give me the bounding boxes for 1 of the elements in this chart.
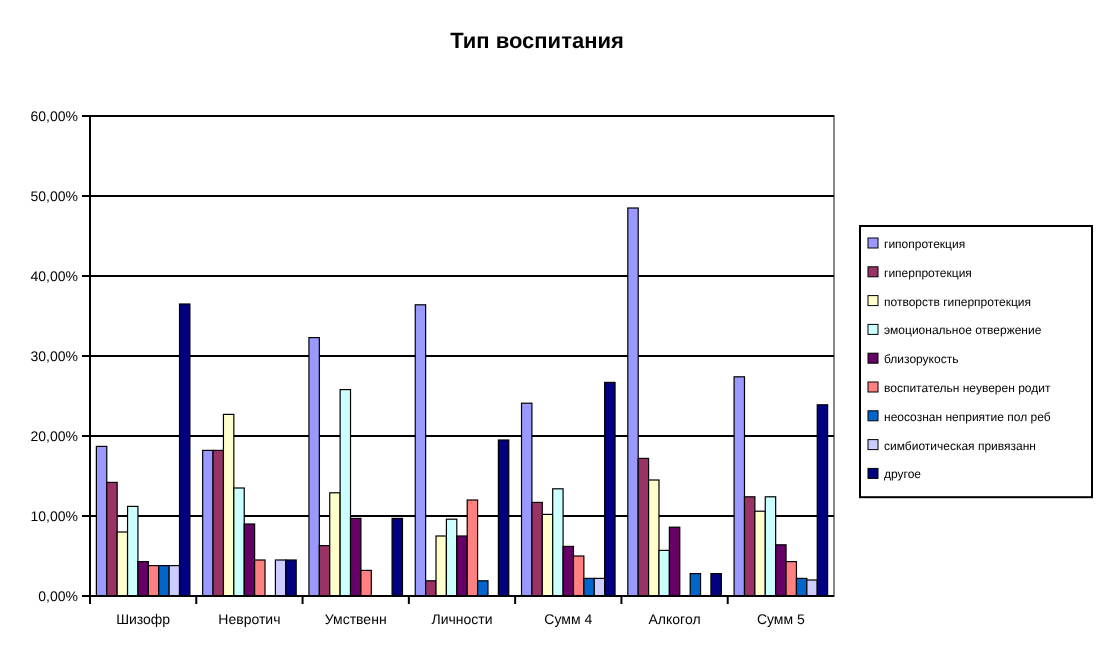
chart-title: Тип воспитания — [450, 30, 624, 54]
